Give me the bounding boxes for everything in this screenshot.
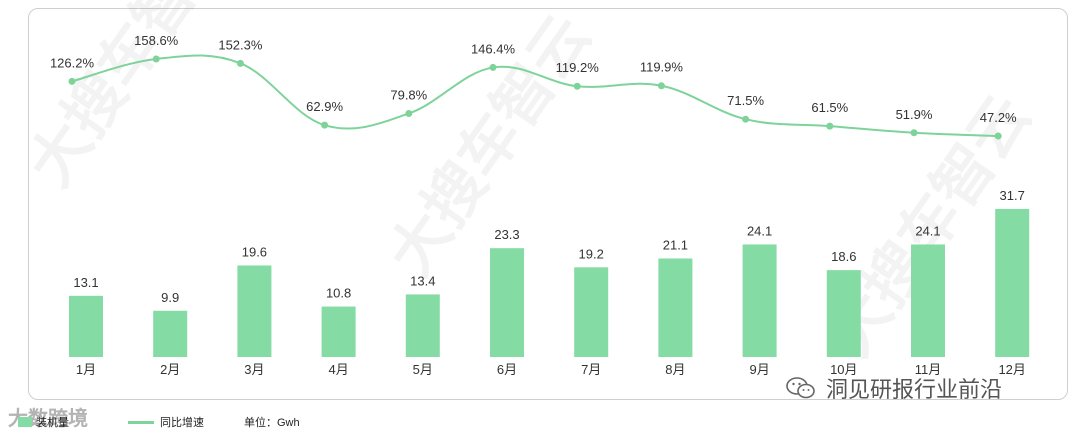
bar-value-label: 21.1 bbox=[663, 237, 688, 252]
bar-value-label: 23.3 bbox=[494, 227, 519, 242]
line-point bbox=[68, 77, 76, 85]
line-value-label: 146.4% bbox=[471, 41, 516, 56]
x-tick-label: 12月 bbox=[998, 362, 1025, 377]
line-value-label: 51.9% bbox=[896, 107, 933, 122]
bar bbox=[69, 295, 103, 357]
x-tick-label: 4月 bbox=[328, 362, 348, 377]
line-point bbox=[573, 82, 581, 90]
legend-item-bar: 装机量 bbox=[18, 414, 69, 430]
x-tick-label: 8月 bbox=[665, 362, 685, 377]
x-tick-label: 5月 bbox=[413, 362, 433, 377]
x-tick-label: 3月 bbox=[244, 362, 264, 377]
bar-value-label: 24.1 bbox=[747, 223, 772, 238]
bar-value-label: 24.1 bbox=[915, 223, 940, 238]
line-point bbox=[994, 132, 1002, 140]
brand-right-text: 洞见研报行业前沿 bbox=[826, 378, 1003, 403]
bar bbox=[574, 267, 609, 357]
bar bbox=[490, 248, 524, 357]
line-layer bbox=[68, 54, 1002, 140]
bar-value-label: 19.2 bbox=[579, 246, 604, 261]
line-value-label: 126.2% bbox=[50, 55, 95, 70]
line-point bbox=[236, 59, 244, 67]
bar bbox=[742, 244, 777, 357]
line-point bbox=[910, 129, 918, 137]
line-value-label: 61.5% bbox=[811, 100, 848, 115]
line-point bbox=[826, 122, 834, 130]
line-value-label: 62.9% bbox=[306, 99, 343, 114]
bar-value-label: 31.7 bbox=[1000, 188, 1025, 203]
legend-bar-label: 装机量 bbox=[36, 417, 69, 429]
x-tick-label: 10月 bbox=[830, 362, 857, 377]
legend-item-line: 同比增速 bbox=[128, 414, 204, 430]
x-tick-label: 7月 bbox=[581, 362, 601, 377]
labels-layer: 13.1 1月 9.9 2月 19.6 3月 10.8 4月 13.4 5月 23.3 6月 19.2 7… bbox=[50, 33, 1026, 377]
bar bbox=[658, 258, 693, 357]
line-point bbox=[489, 63, 497, 71]
growth-line bbox=[71, 54, 999, 137]
x-tick-label: 2月 bbox=[160, 362, 180, 377]
bar bbox=[321, 306, 356, 357]
bar bbox=[153, 310, 188, 357]
bar-value-label: 13.4 bbox=[410, 273, 435, 288]
bar-value-label: 10.8 bbox=[326, 286, 351, 301]
bar-value-label: 9.9 bbox=[161, 290, 179, 305]
legend-unit-label: 单位：Gwh bbox=[244, 417, 300, 429]
line-point bbox=[742, 115, 750, 123]
x-tick-label: 6月 bbox=[497, 362, 517, 377]
x-tick-label: 1月 bbox=[76, 362, 96, 377]
bar-value-label: 19.6 bbox=[242, 244, 267, 259]
bar bbox=[237, 265, 272, 357]
legend-bar-swatch bbox=[18, 417, 32, 427]
wechat-icon bbox=[786, 377, 816, 399]
legend-line-label: 同比增速 bbox=[160, 417, 204, 429]
line-value-label: 158.6% bbox=[134, 33, 179, 48]
line-point bbox=[152, 55, 160, 63]
bar bbox=[995, 208, 1030, 357]
bar bbox=[911, 244, 945, 357]
bar bbox=[405, 294, 440, 357]
wechat-branding: 洞见研报行业前沿 bbox=[786, 372, 1002, 404]
x-tick-label: 9月 bbox=[749, 362, 769, 377]
bar bbox=[826, 270, 861, 357]
bars-layer bbox=[69, 208, 1030, 357]
chart-frame bbox=[28, 8, 1068, 400]
x-tick-label: 11月 bbox=[915, 362, 942, 377]
bar-value-label: 18.6 bbox=[831, 249, 856, 264]
line-value-label: 79.8% bbox=[390, 87, 427, 102]
bar-value-label: 13.1 bbox=[73, 275, 98, 290]
line-value-label: 71.5% bbox=[727, 93, 764, 108]
line-value-label: 119.9% bbox=[640, 60, 684, 75]
line-value-label: 152.3% bbox=[218, 37, 263, 52]
line-point bbox=[321, 121, 329, 129]
legend-line-swatch bbox=[128, 420, 154, 424]
watermark-text: 大搜车智云 bbox=[15, 0, 244, 199]
line-value-label: 119.2% bbox=[556, 60, 600, 75]
line-point bbox=[405, 109, 413, 117]
legend-unit: 单位：Gwh bbox=[244, 414, 300, 430]
line-point bbox=[657, 82, 665, 90]
line-value-label: 47.2% bbox=[980, 110, 1017, 125]
